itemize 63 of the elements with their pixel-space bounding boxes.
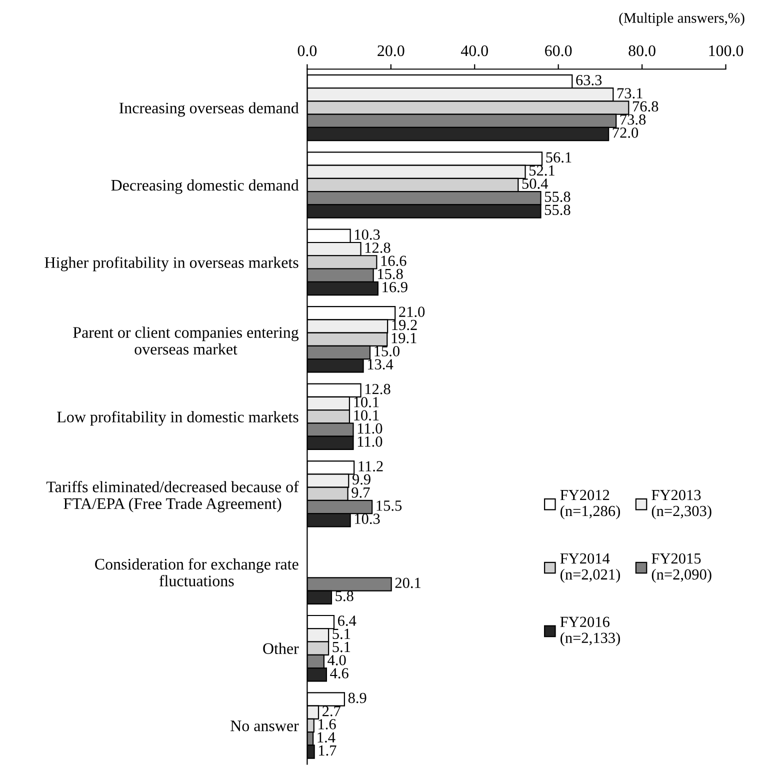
- data-label: 2.7: [322, 706, 341, 716]
- data-label: 21.0: [399, 306, 425, 318]
- data-label: 72.0: [612, 128, 638, 138]
- y-tick-label: Other: [263, 642, 299, 654]
- data-label: 1.4: [318, 732, 336, 743]
- data-label: 10.1: [354, 410, 379, 421]
- data-label: 19.2: [392, 320, 417, 330]
- legend-label: FY2012 (n=1,286): [560, 490, 620, 520]
- legend-label: FY2016 (n=2,133): [560, 616, 620, 646]
- data-label: 73.8: [620, 114, 646, 125]
- data-label: 16.6: [381, 256, 406, 266]
- data-label: 11.0: [358, 436, 382, 447]
- y-tick-label: Consideration for exchange rate fluctuations: [95, 558, 298, 586]
- data-label: 5.1: [332, 642, 350, 652]
- data-label: 76.8: [633, 101, 658, 112]
- data-label: 63.3: [576, 75, 602, 86]
- data-label: 5.1: [332, 628, 350, 640]
- x-tick-label: 60.0: [545, 45, 572, 56]
- y-tick-label: Increasing overseas demand: [119, 102, 299, 117]
- y-tick-label: Tariffs eliminated/decreased because of FTA/EPA (Free Trade Agreement): [46, 480, 299, 512]
- data-label: 4.0: [328, 654, 346, 666]
- data-label: 73.1: [618, 88, 642, 98]
- data-label: 5.8: [336, 590, 354, 602]
- legend-label: FY2013 (n=2,303): [652, 490, 712, 520]
- data-label: 50.4: [522, 178, 548, 189]
- data-label: 10.3: [355, 514, 380, 524]
- data-label: 10.1: [354, 397, 379, 408]
- data-label: 11.0: [358, 423, 382, 434]
- data-label: 6.4: [338, 616, 356, 626]
- data-label: 19.1: [392, 332, 416, 344]
- data-label: 15.8: [378, 268, 403, 280]
- data-label: 9.7: [352, 487, 370, 498]
- x-tick-label: 20.0: [378, 45, 404, 56]
- data-label: 56.1: [546, 152, 572, 163]
- data-label: 8.9: [348, 692, 366, 704]
- data-label: 55.8: [544, 192, 570, 202]
- y-tick-label: Decreasing domestic demand: [111, 179, 299, 194]
- x-tick-label: 40.0: [460, 45, 488, 56]
- x-tick-label: 0.0: [298, 45, 317, 56]
- x-tick-label: 100.0: [709, 45, 744, 56]
- data-label: 1.6: [318, 719, 336, 730]
- x-tick-label: 80.0: [628, 45, 656, 56]
- data-label: 15.0: [374, 346, 400, 356]
- legend-label: FY2014 (n=2,021): [560, 553, 620, 583]
- legend-label: FY2015 (n=2,090): [652, 553, 712, 583]
- y-tick-label: Low profitability in domestic markets: [57, 411, 298, 426]
- data-label: 20.1: [395, 578, 420, 588]
- data-label: 15.5: [376, 500, 402, 511]
- data-label: 1.7: [319, 745, 336, 756]
- data-label: 11.2: [358, 461, 383, 472]
- text: (Multiple answers,%): [619, 12, 744, 26]
- data-label: 10.3: [355, 229, 380, 240]
- data-label: 16.9: [382, 282, 408, 292]
- y-tick-label: No answer: [230, 720, 299, 732]
- y-tick-label: Higher profitability in overseas markets: [44, 256, 298, 272]
- data-label: 9.9: [352, 474, 370, 485]
- data-label: 13.4: [368, 359, 394, 370]
- data-label: 4.6: [330, 668, 348, 678]
- data-label: 12.8: [365, 384, 390, 394]
- y-tick-label: Parent or client companies entering overseas market: [73, 326, 299, 355]
- data-label: 52.1: [530, 165, 554, 176]
- data-label: 55.8: [544, 204, 570, 216]
- data-label: 12.8: [365, 242, 390, 253]
